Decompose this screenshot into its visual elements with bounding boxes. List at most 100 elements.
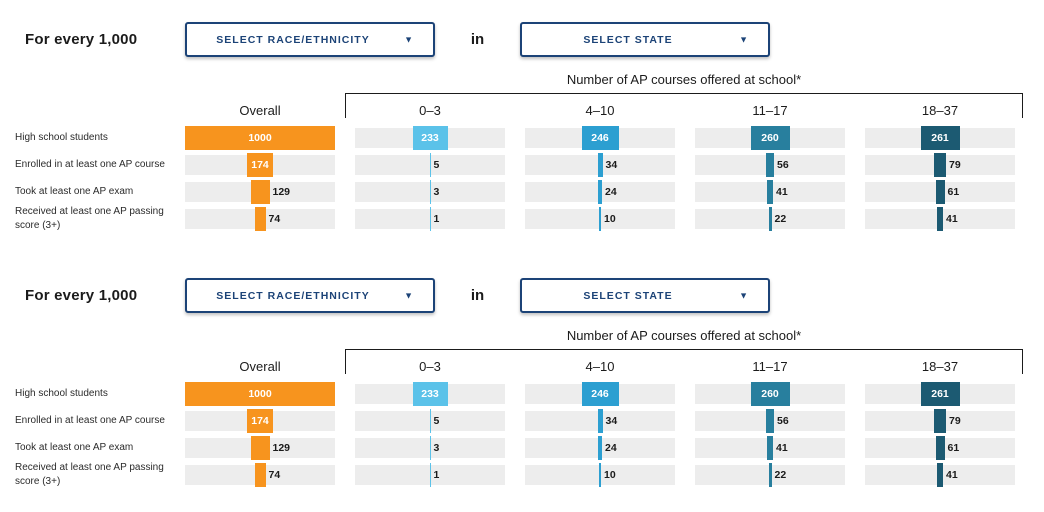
bar-track: 24 xyxy=(525,180,675,204)
bar-track: 129 xyxy=(185,180,335,204)
state-dropdown[interactable]: SELECT STATE ▼ xyxy=(520,278,770,313)
bar-chart: Overall 0–3 4–10 11–17 18–37 High school stud… xyxy=(0,349,1044,487)
bar-track: 260 xyxy=(695,382,845,406)
state-dropdown[interactable]: SELECT STATE ▼ xyxy=(520,22,770,57)
bar-chart: Overall 0–3 4–10 11–17 18–37 High school stud… xyxy=(0,93,1044,231)
bar-value: 246 xyxy=(591,132,609,144)
bar-value: 61 xyxy=(947,442,960,454)
bar xyxy=(429,463,431,487)
bar-track: 261 xyxy=(865,126,1015,150)
bar-value: 1000 xyxy=(248,388,272,400)
bar xyxy=(254,463,266,487)
bar-value: 261 xyxy=(931,132,949,144)
column-header-0-3: 0–3 xyxy=(419,103,441,118)
for-every-1000-label: For every 1,000 xyxy=(25,287,138,304)
bar-value: 34 xyxy=(605,159,618,171)
bar: 260 xyxy=(750,126,790,150)
bar-value: 5 xyxy=(433,159,440,171)
bar: 174 xyxy=(247,409,273,433)
bar xyxy=(934,153,946,177)
bar-value: 41 xyxy=(946,469,958,481)
bar-value: 24 xyxy=(605,442,617,454)
bar xyxy=(768,463,772,487)
bar xyxy=(599,207,601,231)
row-label: High school students xyxy=(15,132,108,143)
column-header-11-17: 11–17 xyxy=(752,359,788,374)
bar-value: 41 xyxy=(776,186,788,198)
bar-track: 41 xyxy=(865,463,1015,487)
column-header-overall: Overall xyxy=(239,103,281,118)
bar xyxy=(429,207,431,231)
column-header-0-3: 0–3 xyxy=(419,359,441,374)
bar-value: 79 xyxy=(949,415,961,427)
bar xyxy=(768,207,772,231)
chart-grid: Overall 0–3 4–10 11–17 18–37 High school stud… xyxy=(0,349,1044,487)
column-header-4-10: 4–10 xyxy=(585,103,615,118)
bar-track: 261 xyxy=(865,382,1015,406)
bar-track: 3 xyxy=(355,180,505,204)
bar: 260 xyxy=(750,382,790,406)
bar-value: 129 xyxy=(272,186,291,198)
bar-track: 233 xyxy=(355,126,505,150)
bar: 233 xyxy=(412,126,448,150)
bar-track: 246 xyxy=(525,382,675,406)
bar-value: 174 xyxy=(251,415,269,427)
bar xyxy=(429,409,431,433)
bar xyxy=(598,436,602,460)
chevron-down-icon: ▼ xyxy=(404,290,413,301)
chevron-down-icon: ▼ xyxy=(739,290,748,301)
bar xyxy=(937,463,943,487)
bar: 246 xyxy=(581,126,619,150)
bar-track: 34 xyxy=(525,409,675,433)
bar-track: 1000 xyxy=(185,126,335,150)
bar xyxy=(935,436,945,460)
chevron-down-icon: ▼ xyxy=(739,34,748,45)
bar-track: 174 xyxy=(185,409,335,433)
race-ethnicity-dropdown[interactable]: SELECT RACE/ETHNICITY ▼ xyxy=(185,278,435,313)
row-label: Took at least one AP exam xyxy=(15,186,134,197)
bar xyxy=(766,153,774,177)
bar-value: 34 xyxy=(605,415,618,427)
bar-value: 56 xyxy=(777,159,789,171)
bar-value: 41 xyxy=(946,213,958,225)
bar-value: 246 xyxy=(591,388,609,400)
bar-value: 1 xyxy=(433,469,440,481)
bar-value: 5 xyxy=(433,415,440,427)
bar xyxy=(598,180,602,204)
bar-track: 24 xyxy=(525,436,675,460)
bar xyxy=(254,207,266,231)
chart-grid: Overall 0–3 4–10 11–17 18–37 High school stud… xyxy=(0,93,1044,231)
filter-controls: For every 1,000 SELECT RACE/ETHNICITY ▼ in S… xyxy=(0,256,1044,313)
bar-value: 260 xyxy=(761,132,779,144)
bar-track: 10 xyxy=(525,463,675,487)
bar-track: 1000 xyxy=(185,382,335,406)
bar-track: 246 xyxy=(525,126,675,150)
bar xyxy=(429,153,431,177)
bar-track: 1 xyxy=(355,463,505,487)
bar-track: 41 xyxy=(695,180,845,204)
bar xyxy=(935,180,945,204)
bar-track: 41 xyxy=(865,207,1015,231)
race-ethnicity-dropdown[interactable]: SELECT RACE/ETHNICITY ▼ xyxy=(185,22,435,57)
header-spacer xyxy=(0,349,165,377)
ap-courses-group-title: Number of AP courses offered at school* xyxy=(566,72,802,87)
row-label: Enrolled in at least one AP course xyxy=(15,159,165,170)
column-header-11-17: 11–17 xyxy=(752,103,788,118)
bar: 261 xyxy=(920,382,960,406)
bar xyxy=(429,436,431,460)
bar-value: 10 xyxy=(604,213,616,225)
in-label: in xyxy=(470,287,485,304)
state-dropdown-label: SELECT STATE xyxy=(583,289,673,302)
state-dropdown-label: SELECT STATE xyxy=(583,33,673,46)
bar-value: 174 xyxy=(251,159,269,171)
bar: 261 xyxy=(920,126,960,150)
bar: 1000 xyxy=(185,382,335,406)
row-label: Enrolled in at least one AP course xyxy=(15,415,165,426)
bar-track: 79 xyxy=(865,153,1015,177)
column-header-18-37: 18–37 xyxy=(921,103,959,118)
bar-track: 56 xyxy=(695,153,845,177)
filter-controls: For every 1,000 SELECT RACE/ETHNICITY ▼ in S… xyxy=(0,0,1044,57)
bar-track: 5 xyxy=(355,153,505,177)
bar: 233 xyxy=(412,382,448,406)
